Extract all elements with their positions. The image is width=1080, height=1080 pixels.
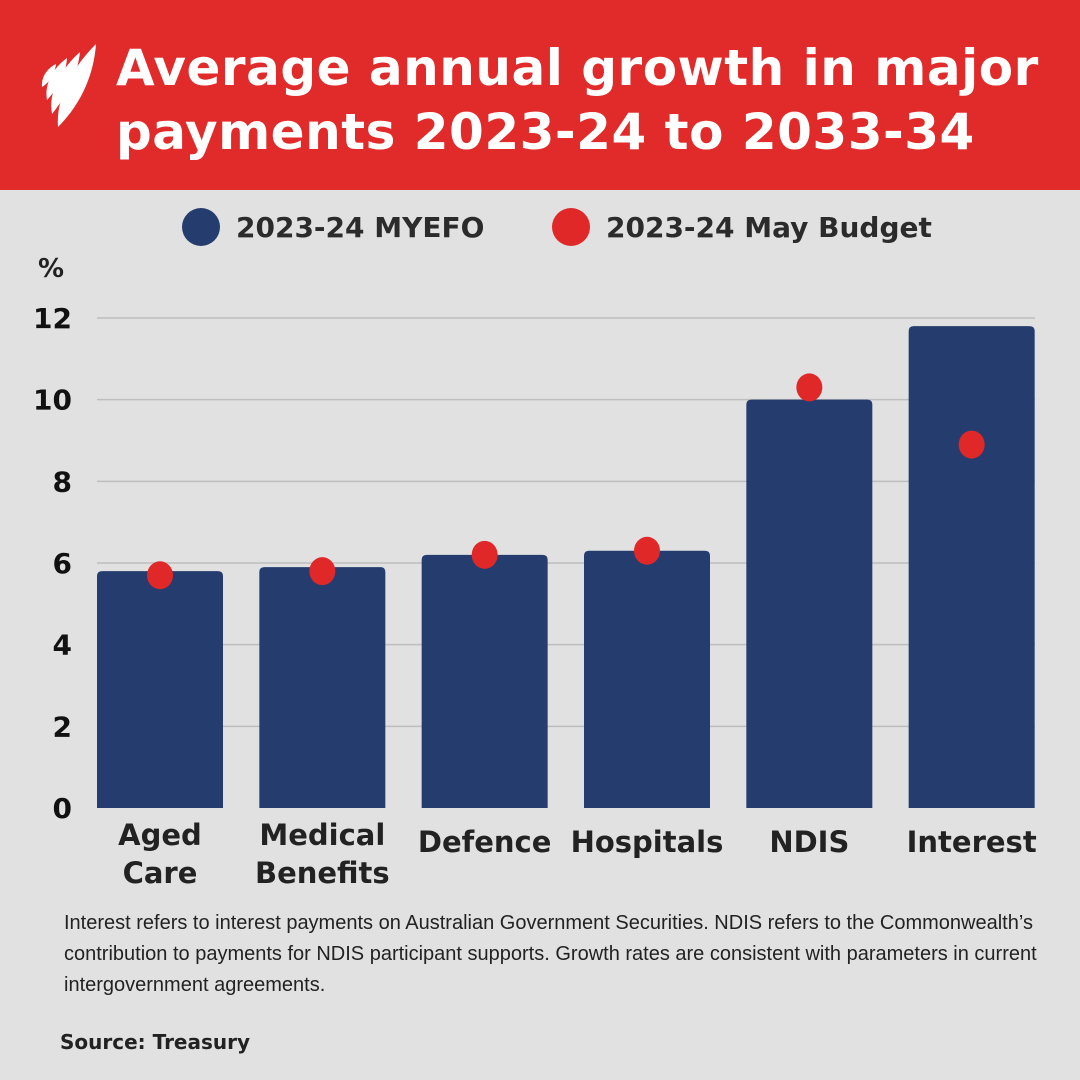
x-tick-label: Defence <box>418 825 552 859</box>
dot-interest <box>958 430 985 459</box>
bar-hospitals <box>584 550 710 808</box>
y-tick-label: 0 <box>53 792 72 825</box>
y-axis-label: % <box>38 254 64 284</box>
dot-ndis <box>796 373 823 402</box>
y-tick-label: 2 <box>53 710 72 743</box>
y-tick-label: 4 <box>53 629 72 662</box>
legend: 2023-24 MYEFO 2023-24 May Budget <box>0 208 1080 252</box>
y-tick-label: 6 <box>53 547 72 580</box>
dot-medical-benefits <box>309 557 336 586</box>
x-tick-label: Interest <box>907 825 1037 859</box>
x-tick-label: Benefits <box>255 856 390 890</box>
legend-label: 2023-24 May Budget <box>606 210 932 244</box>
legend-label: 2023-24 MYEFO <box>236 210 485 244</box>
dot-aged-care <box>147 561 173 590</box>
x-tick-label: Aged <box>118 818 202 852</box>
legend-swatch-myefo <box>182 208 220 246</box>
bar-aged-care <box>97 571 223 808</box>
dot-defence <box>471 540 498 569</box>
y-tick-label: 10 <box>33 384 72 417</box>
bar-ndis <box>746 399 873 808</box>
x-tick-label: NDIS <box>769 825 849 859</box>
title-banner: Average annual growth in major payments … <box>0 0 1080 190</box>
bar-interest <box>908 326 1035 808</box>
chart-title: Average annual growth in major payments … <box>116 39 1039 161</box>
dot-hospitals <box>634 536 660 565</box>
source: Source: Treasury <box>60 1030 251 1054</box>
footnote: Interest refers to interest payments on … <box>64 912 1037 996</box>
chart-plot: % 0 2 4 6 8 10 12 Aged Care Medical Benefits Defenc… <box>33 254 1037 890</box>
legend-item-may-budget: 2023-24 May Budget <box>552 208 932 246</box>
x-tick-label: Hospitals <box>571 825 724 859</box>
x-tick-label: Medical <box>259 818 385 852</box>
x-tick-label: Care <box>123 856 198 890</box>
bar-defence <box>421 554 548 808</box>
legend-swatch-may-budget <box>552 208 590 246</box>
bar-medical-benefits <box>259 567 386 808</box>
sbs-logo-icon <box>41 44 96 127</box>
y-tick-label: 12 <box>33 302 72 335</box>
legend-item-myefo: 2023-24 MYEFO <box>182 208 484 246</box>
y-tick-label: 8 <box>53 465 72 498</box>
